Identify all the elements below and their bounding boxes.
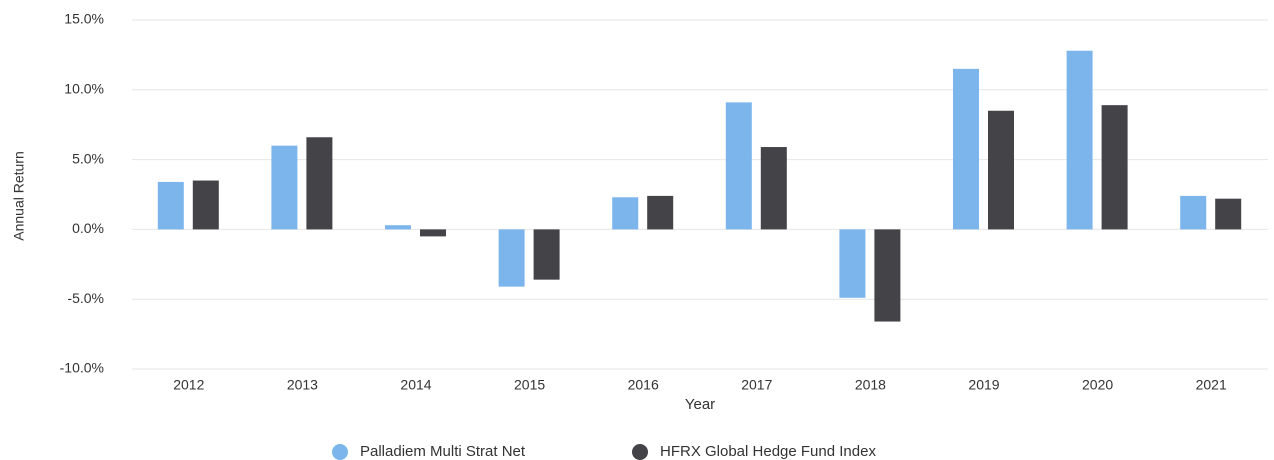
- bar: [157, 181, 184, 230]
- bar: [306, 137, 333, 230]
- bar: [988, 110, 1014, 230]
- bar: [1101, 105, 1128, 230]
- x-tick-label: 2013: [287, 377, 318, 393]
- bar: [725, 102, 752, 230]
- y-axis-label: Annual Return: [11, 151, 27, 241]
- legend-label: Palladiem Multi Strat Net: [360, 443, 526, 460]
- x-axis-label: Year: [685, 396, 715, 413]
- x-tick-label: 2019: [968, 377, 999, 393]
- bar: [612, 197, 639, 230]
- bar: [1180, 195, 1207, 230]
- x-tick-label: 2012: [173, 377, 204, 393]
- x-tick-label: 2016: [628, 377, 659, 393]
- x-tick-label: 2017: [741, 377, 772, 393]
- x-tick-label: 2015: [514, 377, 545, 393]
- y-tick-label: -10.0%: [60, 360, 104, 376]
- bar: [385, 225, 411, 230]
- bar: [420, 229, 446, 237]
- bar: [533, 229, 560, 280]
- legend-label: HFRX Global Hedge Fund Index: [660, 443, 876, 460]
- y-tick-label: 5.0%: [72, 150, 104, 166]
- bar: [498, 229, 525, 287]
- legend-marker: [332, 444, 348, 460]
- y-tick-label: 0.0%: [72, 220, 104, 236]
- bar: [647, 195, 674, 230]
- legend-marker: [632, 444, 648, 460]
- bar: [271, 145, 298, 230]
- bar: [839, 229, 866, 298]
- x-tick-label: 2021: [1196, 377, 1227, 393]
- x-tick-label: 2020: [1082, 377, 1113, 393]
- bar: [1215, 198, 1242, 230]
- bar: [874, 229, 901, 322]
- y-tick-label: 10.0%: [64, 81, 104, 97]
- y-tick-label: 15.0%: [64, 11, 104, 27]
- x-tick-label: 2014: [400, 377, 431, 393]
- x-tick-label: 2018: [855, 377, 886, 393]
- bar: [192, 180, 219, 230]
- bar: [953, 68, 979, 230]
- bar: [760, 147, 787, 230]
- y-tick-label: -5.0%: [67, 290, 104, 306]
- bar: [1066, 50, 1093, 230]
